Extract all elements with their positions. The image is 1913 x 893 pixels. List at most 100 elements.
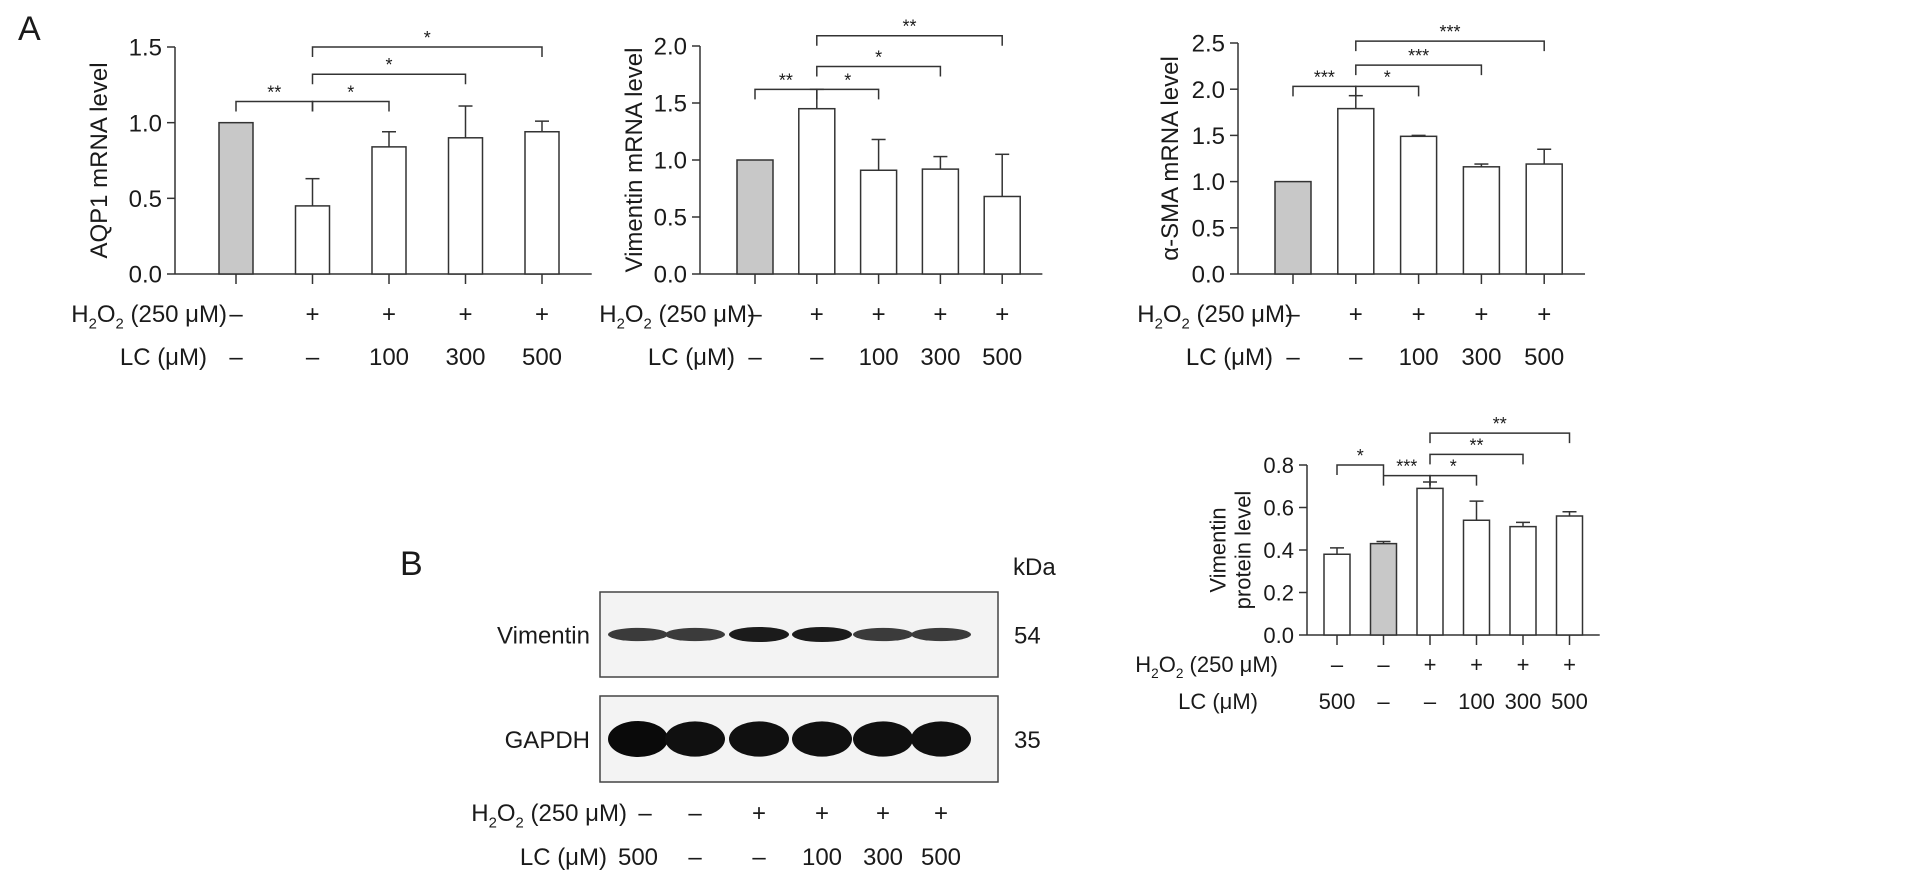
h2o2-row-value: + — [1563, 652, 1576, 677]
y-tick-label: 0.5 — [129, 186, 162, 213]
lc-row-value: 300 — [863, 844, 903, 871]
lc-row-value: 300 — [1461, 344, 1501, 371]
h2o2-row-value: + — [1470, 652, 1483, 677]
lc-row-label: LC (μM) — [1186, 344, 1273, 371]
significance-label: ** — [267, 82, 281, 102]
significance-label: * — [1384, 67, 1391, 87]
bar — [1337, 107, 1375, 275]
lc-row-value: – — [306, 344, 320, 371]
h2o2-row-value: – — [638, 800, 652, 827]
y-tick-label: 2.5 — [1192, 31, 1225, 58]
y-axis-label-line: AQP1 mRNA level — [86, 62, 113, 258]
blot-kda-value: 35 — [1014, 727, 1041, 754]
h2o2-row-value: + — [458, 301, 472, 328]
h2o2-row-value: – — [688, 800, 702, 827]
h2o2-row-value: + — [1412, 301, 1426, 328]
lc-row-value: 500 — [522, 344, 562, 371]
h2o2-row-value: + — [1474, 301, 1488, 328]
y-tick-label: 0.8 — [1263, 453, 1294, 478]
h2o2-row-label: H2O2 (250 μM) — [1137, 301, 1293, 333]
significance-label: * — [424, 28, 431, 48]
bar — [1462, 519, 1491, 636]
h2o2-row-value: – — [1377, 652, 1390, 677]
significance-bracket — [1429, 432, 1571, 444]
subscript: 2 — [489, 816, 497, 832]
y-tick-label: 0.5 — [1192, 215, 1225, 242]
y-tick-label: 0.5 — [654, 205, 687, 232]
label-part: H — [471, 800, 488, 827]
blot-band — [665, 721, 725, 757]
significance-bracket — [1429, 453, 1524, 465]
lc-row-value: – — [748, 344, 762, 371]
y-tick-label: 1.5 — [1192, 123, 1225, 150]
blot-kda-value: 54 — [1014, 623, 1041, 650]
blot-band — [729, 626, 789, 643]
bar — [1416, 487, 1444, 636]
y-tick-label: 0.0 — [1192, 262, 1225, 289]
significance-label: * — [385, 55, 392, 75]
lc-row-value: 500 — [618, 844, 658, 871]
h2o2-row-value: + — [1424, 652, 1437, 677]
bar — [1525, 163, 1563, 275]
label-part: H — [599, 301, 616, 328]
lc-row-value: – — [1286, 344, 1300, 371]
h2o2-row-value: + — [1517, 652, 1530, 677]
h2o2-row-label: H2O2 (250 μM) — [71, 301, 227, 333]
y-tick-label: 1.0 — [129, 110, 162, 137]
lc-row-value: – — [1349, 344, 1363, 371]
y-tick-label: 0.2 — [1263, 580, 1294, 605]
significance-label: * — [1357, 446, 1364, 466]
lc-row-value: 100 — [859, 344, 899, 371]
lc-row-value: 500 — [921, 844, 961, 871]
bar — [736, 159, 774, 275]
label-part: O — [97, 301, 116, 328]
significance-label: *** — [1396, 457, 1417, 477]
bar — [1509, 525, 1537, 636]
h2o2-row-value: + — [1349, 301, 1363, 328]
significance-bracket — [754, 88, 818, 100]
blot-band — [608, 721, 668, 757]
significance-label: * — [347, 82, 354, 102]
lc-row-value: – — [752, 844, 766, 871]
bar — [1555, 515, 1584, 636]
kda-label: kDa — [1013, 554, 1056, 581]
significance-bracket — [1382, 474, 1431, 486]
lc-row-value: 500 — [1551, 689, 1588, 714]
y-axis-label-line: protein level — [1231, 491, 1256, 610]
label-part: (250 μM) — [1190, 301, 1293, 328]
subscript: 2 — [516, 816, 524, 832]
significance-label: ** — [902, 17, 916, 37]
significance-bracket — [1292, 85, 1357, 97]
h2o2-row-value: + — [934, 800, 948, 827]
h2o2-row-value: + — [815, 800, 829, 827]
subscript: 2 — [1155, 317, 1163, 333]
significance-bracket — [816, 88, 880, 100]
bar — [983, 195, 1021, 275]
significance-label: ** — [1469, 435, 1483, 455]
bar — [1323, 553, 1351, 636]
significance-bracket — [816, 34, 1003, 46]
alpha-sma-mrna-chart: 0.00.51.01.52.02.5α-SMA mRNA level *** ***… — [1137, 22, 1586, 371]
lc-row-value: – — [1377, 689, 1390, 714]
bar — [1369, 542, 1398, 636]
label-part: H — [1137, 301, 1154, 328]
label-part: O — [1163, 301, 1182, 328]
h2o2-row-value: + — [872, 301, 886, 328]
subscript: 2 — [1151, 666, 1159, 681]
bar — [371, 146, 407, 275]
bar — [447, 137, 484, 275]
lc-row-value: 100 — [369, 344, 409, 371]
y-tick-label: 2.0 — [654, 34, 687, 61]
h2o2-row-value: + — [752, 800, 766, 827]
significance-bracket — [311, 46, 543, 57]
blot-band — [911, 627, 971, 642]
h2o2-row-value: + — [1537, 301, 1551, 328]
bar — [294, 205, 331, 275]
h2o2-row-value: – — [1331, 652, 1344, 677]
bar — [921, 168, 960, 275]
bar — [524, 130, 560, 275]
